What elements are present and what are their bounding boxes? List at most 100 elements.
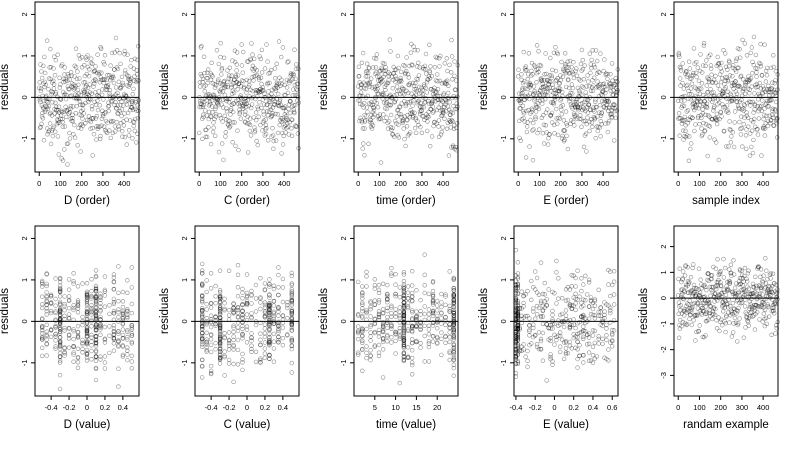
- data-point: [289, 360, 294, 366]
- data-point: [590, 344, 596, 349]
- data-point: [220, 82, 225, 87]
- data-point: [235, 97, 241, 103]
- data-point: [279, 119, 284, 125]
- y-tick-label: -1: [339, 135, 348, 142]
- data-point: [226, 99, 232, 105]
- data-point: [393, 118, 398, 124]
- data-point: [237, 111, 242, 117]
- data-point: [42, 70, 48, 76]
- data-point: [611, 138, 617, 143]
- data-point: [295, 131, 301, 136]
- data-point: [726, 144, 731, 149]
- data-point: [415, 99, 421, 105]
- y-tick-label: -1: [659, 135, 668, 142]
- y-tick-label: 1: [659, 270, 668, 274]
- data-point: [240, 286, 245, 292]
- data-point: [241, 78, 246, 84]
- data-point: [211, 125, 216, 130]
- data-point: [103, 118, 109, 124]
- data-point: [235, 362, 241, 367]
- data-point: [291, 107, 296, 112]
- data-point: [235, 87, 240, 92]
- data-point: [77, 76, 82, 81]
- data-point: [393, 76, 398, 82]
- data-point: [268, 107, 274, 112]
- data-point: [129, 310, 135, 316]
- data-point: [373, 56, 379, 61]
- data-point: [53, 57, 58, 63]
- data-point: [244, 104, 249, 110]
- data-point: [370, 85, 375, 90]
- data-point: [293, 124, 298, 129]
- data-point: [410, 80, 416, 86]
- data-point: [426, 311, 432, 317]
- data-point: [217, 88, 222, 94]
- data-point: [753, 274, 758, 279]
- data-point: [403, 70, 408, 76]
- data-point: [107, 87, 113, 93]
- data-point: [529, 278, 534, 284]
- data-point: [91, 81, 97, 86]
- data-point: [227, 125, 232, 130]
- data-point: [125, 52, 130, 57]
- data-point: [699, 312, 704, 317]
- data-point: [50, 133, 55, 139]
- data-point: [606, 347, 611, 352]
- data-point: [212, 116, 217, 122]
- data-point: [124, 102, 130, 107]
- data-point: [276, 39, 282, 44]
- data-point: [538, 260, 544, 265]
- x-axis-label: randam example: [683, 419, 769, 431]
- points-p3: [356, 37, 460, 165]
- x-tick-label: 0: [676, 403, 680, 412]
- data-point: [422, 333, 427, 339]
- data-point: [293, 123, 298, 128]
- data-point: [111, 348, 117, 353]
- data-point: [425, 128, 430, 134]
- data-point: [530, 158, 536, 163]
- data-point: [130, 100, 135, 106]
- data-point: [416, 60, 421, 65]
- data-point: [430, 339, 436, 344]
- data-point: [710, 99, 715, 105]
- data-point: [125, 110, 131, 116]
- data-point: [235, 50, 240, 55]
- data-point: [412, 125, 418, 131]
- data-point: [771, 53, 776, 58]
- data-point: [53, 338, 58, 343]
- data-point: [442, 116, 447, 122]
- data-point: [271, 359, 277, 364]
- data-point: [356, 279, 361, 285]
- data-point: [391, 77, 396, 83]
- data-point: [88, 126, 93, 131]
- data-point: [282, 104, 288, 109]
- data-point: [78, 102, 83, 107]
- data-point: [368, 124, 374, 129]
- data-point: [100, 87, 105, 92]
- data-point: [420, 87, 425, 93]
- data-point: [121, 92, 127, 97]
- data-point: [118, 61, 123, 67]
- data-point: [289, 117, 294, 122]
- data-point: [220, 119, 225, 124]
- data-point: [364, 344, 369, 349]
- data-point: [608, 310, 613, 316]
- data-point: [385, 339, 390, 344]
- plot-frame: [353, 1, 459, 173]
- data-point: [584, 149, 589, 154]
- data-point: [256, 75, 262, 80]
- data-point: [575, 356, 580, 362]
- data-point: [286, 102, 292, 107]
- data-point: [701, 92, 706, 98]
- data-point: [381, 74, 386, 80]
- data-point: [130, 107, 136, 112]
- data-point: [80, 107, 86, 112]
- data-point: [529, 297, 534, 302]
- data-point: [413, 117, 418, 122]
- data-point: [73, 65, 79, 70]
- data-point: [58, 82, 63, 87]
- data-point: [253, 359, 259, 365]
- data-point: [278, 118, 283, 123]
- data-point: [417, 84, 422, 90]
